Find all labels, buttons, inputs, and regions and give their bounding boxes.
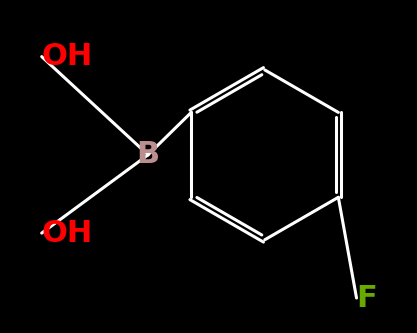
Text: B: B — [136, 140, 160, 169]
Text: OH: OH — [42, 42, 93, 71]
Text: OH: OH — [42, 218, 93, 248]
Text: F: F — [357, 283, 377, 313]
